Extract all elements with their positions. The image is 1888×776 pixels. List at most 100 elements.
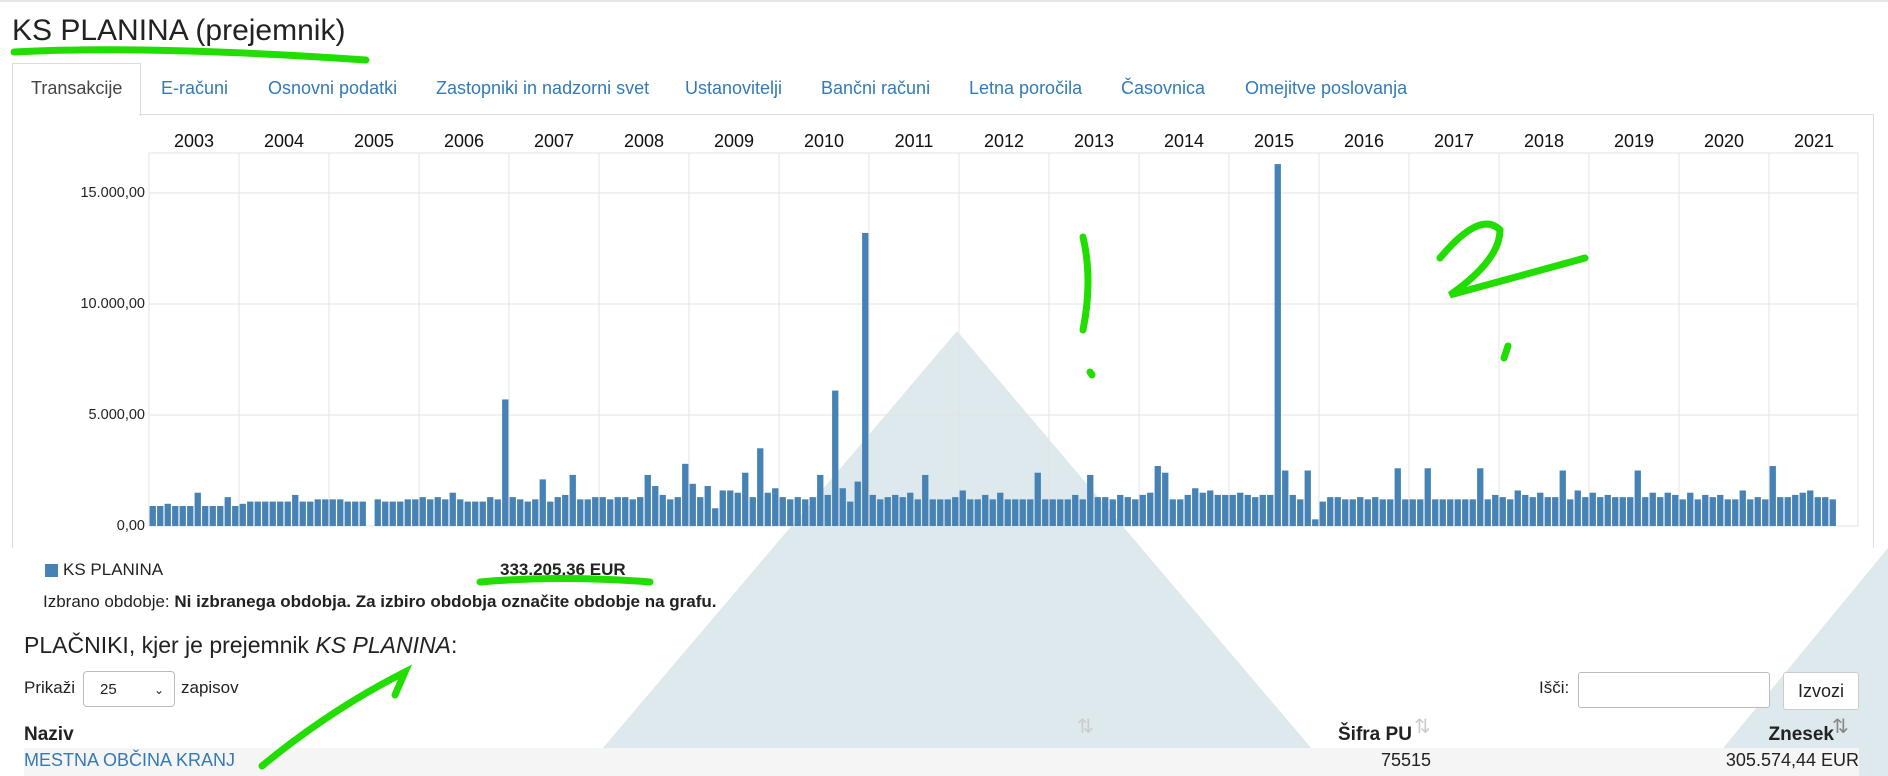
tab[interactable]: Ustanovitelji: [685, 78, 783, 98]
bar: [479, 501, 486, 526]
column-header[interactable]: Naziv: [24, 724, 74, 745]
bar: [614, 497, 621, 526]
bar: [1559, 470, 1566, 526]
bar: [254, 501, 261, 526]
bar: [622, 497, 629, 526]
bar: [292, 494, 299, 526]
bar: [1117, 494, 1124, 526]
tab[interactable]: Osnovni podatki: [268, 78, 398, 98]
bar: [1447, 499, 1454, 526]
bar: [1424, 468, 1431, 526]
bar: [1222, 494, 1229, 526]
bar: [1687, 492, 1694, 526]
export-button[interactable]: Izvozi: [1783, 672, 1859, 710]
bar: [562, 494, 569, 526]
tab[interactable]: Omejitve poslovanja: [1245, 78, 1408, 98]
bar: [277, 501, 284, 526]
plot-area: [148, 152, 1859, 527]
bar: [974, 499, 981, 526]
bar: [982, 494, 989, 526]
bar: [1102, 497, 1109, 526]
tab[interactable]: Zastopniki in nadzorni svet: [436, 78, 650, 98]
bar: [637, 497, 644, 526]
column-header[interactable]: Šifra PU: [1338, 724, 1412, 745]
bar: [1207, 490, 1214, 526]
bar: [1357, 497, 1364, 526]
bar: [967, 499, 974, 526]
bar: [922, 474, 929, 526]
chart: 0,00 5.000,00 10.000,00 15.000,00 2003 2004 20…: [80, 131, 1859, 534]
bar: [284, 501, 291, 526]
bar: [1574, 490, 1581, 526]
bar: [1477, 468, 1484, 526]
bar: [1544, 497, 1551, 526]
bar: [569, 474, 576, 526]
bar: [1739, 490, 1746, 526]
search-input[interactable]: [1578, 672, 1770, 708]
tab[interactable]: Bančni računi: [821, 78, 931, 98]
bar: [704, 486, 711, 526]
bar: [1312, 519, 1319, 526]
bar: [359, 501, 366, 526]
bar: [689, 483, 696, 526]
bar: [742, 472, 749, 526]
bar: [209, 506, 216, 526]
bar: [1507, 499, 1514, 526]
bar: [907, 492, 914, 526]
bar: [869, 494, 876, 526]
bar: [517, 499, 524, 526]
bar: [539, 479, 546, 526]
bar: [554, 497, 561, 526]
bar: [172, 506, 179, 526]
bar: [1672, 494, 1679, 526]
bar: [314, 499, 321, 526]
bar: [824, 494, 831, 526]
bar: [1552, 497, 1559, 526]
bar: [1649, 492, 1656, 526]
bar: [629, 499, 636, 526]
sort-icon: ⇅: [1832, 716, 1849, 738]
bar: [1244, 494, 1251, 526]
payer-name[interactable]: MESTNA OBČINA KRANJ: [24, 750, 236, 770]
bar: [1732, 499, 1739, 526]
bar: [584, 499, 591, 526]
bar: [1177, 499, 1184, 526]
bar: [1627, 497, 1634, 526]
legend-total: 333.205,36 EUR: [500, 560, 626, 579]
bar: [1514, 490, 1521, 526]
bar: [1724, 499, 1731, 526]
bar: [1432, 499, 1439, 526]
bar: [712, 508, 719, 526]
tab[interactable]: E-računi: [161, 78, 229, 98]
show-suffix: zapisov: [181, 678, 239, 697]
bar: [1289, 494, 1296, 526]
bar: [1484, 499, 1491, 526]
sort-icon: ⇅: [1414, 716, 1431, 738]
bar: [1702, 494, 1709, 526]
bar: [224, 497, 231, 526]
page-size-select[interactable]: 25 ⌄: [83, 671, 175, 707]
bar: [442, 499, 449, 526]
bar: [1072, 494, 1079, 526]
column-header[interactable]: Znesek: [1768, 724, 1834, 745]
bar: [607, 499, 614, 526]
period: Izbrano obdobje: Ni izbranega obdobja. Z…: [43, 592, 717, 612]
bar: [194, 492, 201, 526]
tab[interactable]: Letna poročila: [969, 78, 1083, 98]
x-tick-label: 2021: [1794, 131, 1834, 151]
payer-code: 75515: [1380, 750, 1431, 770]
sort-icon: ⇅: [1077, 716, 1094, 738]
bar: [1747, 499, 1754, 526]
bar: [1604, 494, 1611, 526]
x-tick-label: 2015: [1254, 131, 1294, 151]
tab[interactable]: Transakcije: [31, 78, 123, 98]
bar: [434, 497, 441, 526]
bar: [1237, 492, 1244, 526]
x-tick-label: 2013: [1074, 131, 1114, 151]
bar: [524, 501, 531, 526]
tab[interactable]: Časovnica: [1121, 78, 1206, 98]
x-tick-label: 2005: [354, 131, 394, 151]
bar: [509, 497, 516, 526]
bar: [1087, 474, 1094, 526]
bar: [1094, 497, 1101, 526]
